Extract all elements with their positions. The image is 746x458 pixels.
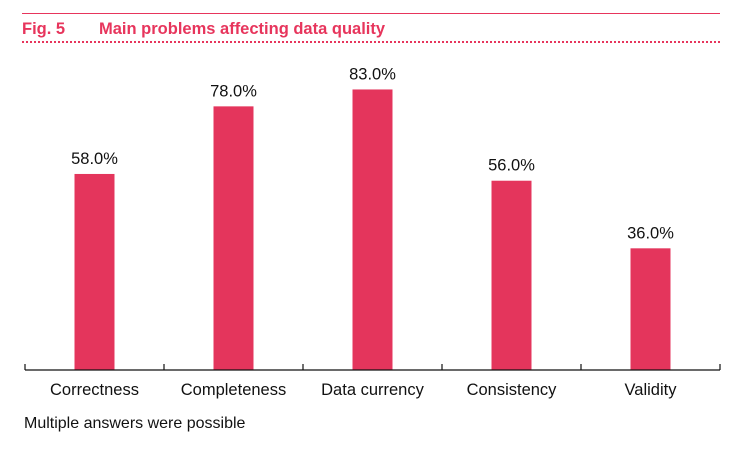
value-label-correctness: 58.0% [71,150,118,168]
category-label-data-currency: Data currency [321,381,424,399]
bar-data-currency [352,89,393,371]
top-rule [22,13,720,14]
value-label-completeness: 78.0% [210,82,257,100]
value-labels-group: 58.0% 78.0% 83.0% 56.0% 36.0% [71,65,674,242]
value-label-data-currency: 83.0% [349,65,396,83]
category-label-consistency: Consistency [467,381,558,399]
bar-consistency [491,180,532,370]
figure-header: Fig. 5 Main problems affecting data qual… [22,19,385,39]
figure-title: Main problems affecting data quality [99,19,386,38]
bars-group [74,89,671,371]
category-label-correctness: Correctness [50,381,139,399]
figure-number: Fig. 5 [22,19,66,38]
value-label-validity: 36.0% [627,224,674,242]
dotted-divider [22,41,720,43]
bar-completeness [213,106,254,371]
footnote: Multiple answers were possible [24,415,246,432]
category-label-completeness: Completeness [181,381,286,399]
x-axis-ticks [24,364,721,370]
bar-correctness [74,173,115,370]
bar-validity [630,248,671,370]
value-label-consistency: 56.0% [488,157,535,175]
category-label-validity: Validity [625,381,678,399]
category-labels-group: Correctness Completeness Data currency Cons… [50,381,677,399]
